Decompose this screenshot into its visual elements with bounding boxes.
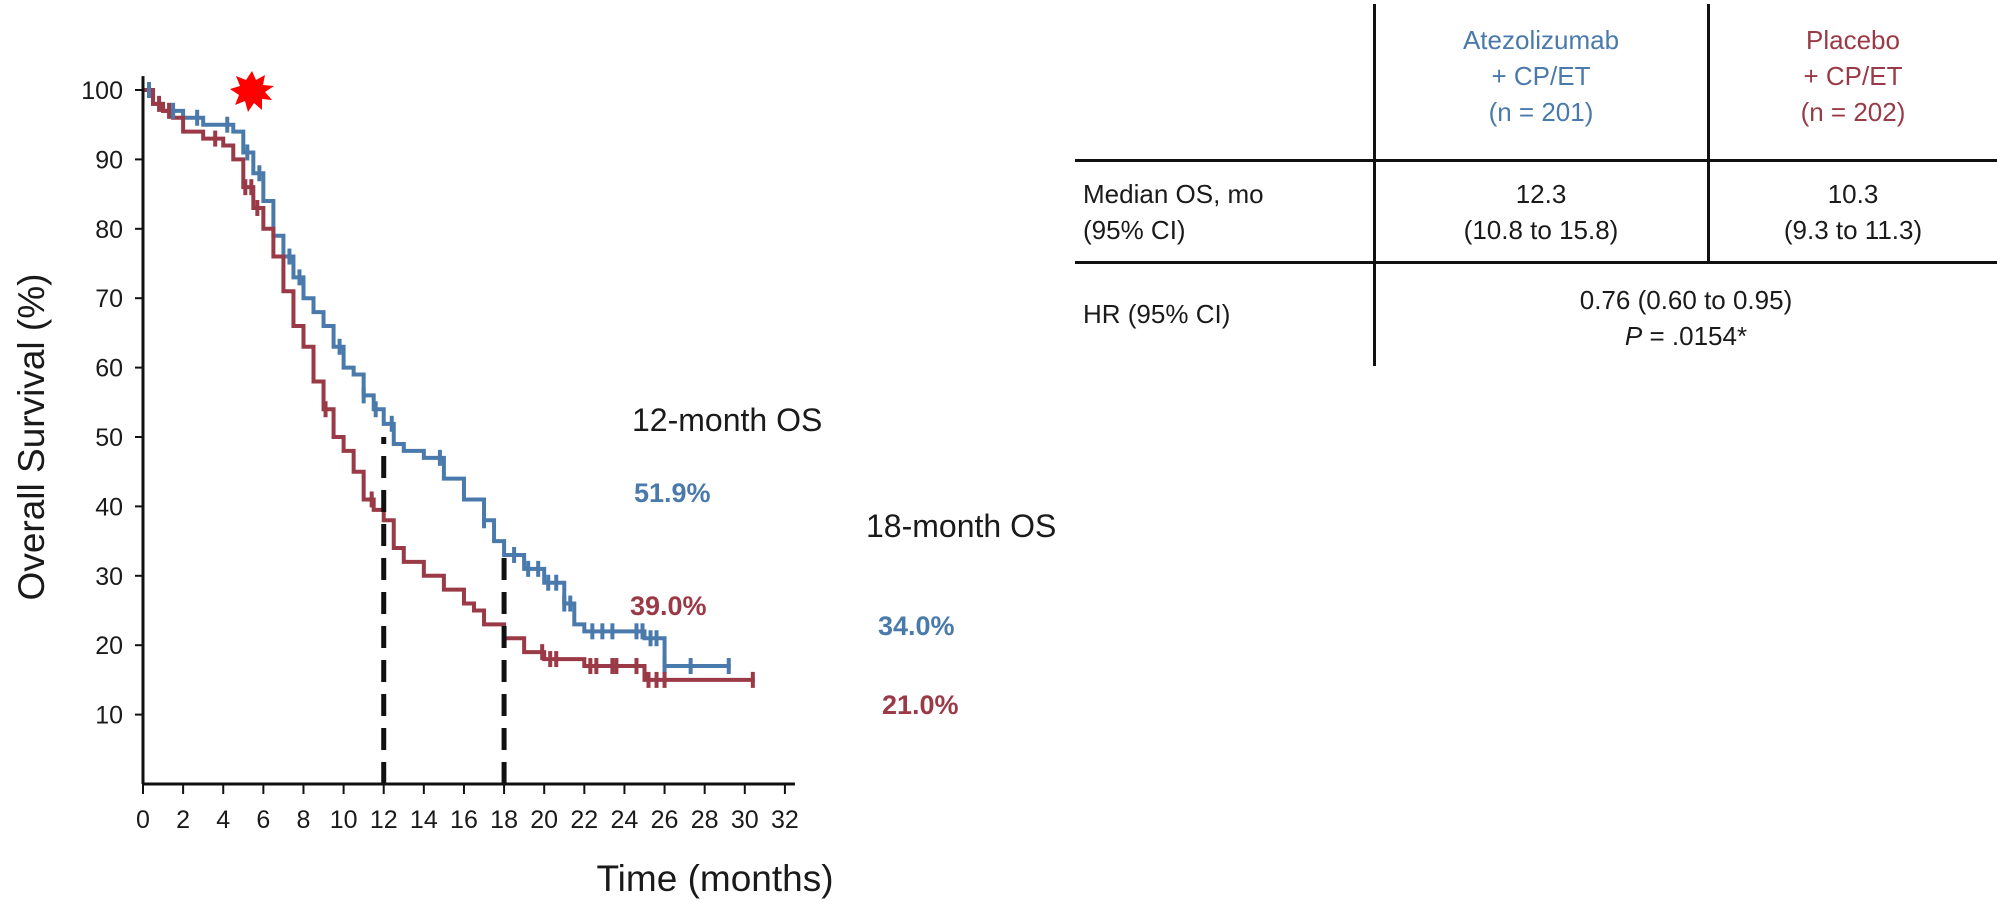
axes: 0 2 4 6 8 10 12 14 16 18 20 22 24 26 28 30 3210203040506… bbox=[81, 76, 799, 834]
x-tick-label: 12 bbox=[370, 806, 398, 834]
x-tick-label: 10 bbox=[330, 806, 358, 834]
y-tick-label: 20 bbox=[95, 632, 123, 660]
x-tick-label: 8 bbox=[297, 806, 311, 834]
table-divider-v1 bbox=[1373, 4, 1376, 366]
x-tick-label: 32 bbox=[771, 806, 799, 834]
annotations: 12-month OS 18-month OS 51.9% 39.0% 34.0… bbox=[11, 71, 1056, 899]
x-tick-label: 18 bbox=[490, 806, 518, 834]
y-tick-label: 80 bbox=[95, 216, 123, 244]
os12-atezo-value: 51.9% bbox=[634, 478, 711, 508]
y-tick-label: 100 bbox=[81, 77, 123, 105]
y-tick-label: 90 bbox=[95, 146, 123, 174]
x-tick-label: 0 bbox=[136, 806, 150, 834]
row-hr-label: HR (95% CI) bbox=[1083, 299, 1231, 329]
row-median-os-label: Median OS, mo (95% CI) bbox=[1083, 179, 1264, 245]
series-line-placebo bbox=[143, 88, 755, 682]
x-tick-label: 30 bbox=[731, 806, 759, 834]
os12-placebo-value: 39.0% bbox=[630, 591, 707, 621]
red-starburst-icon bbox=[230, 71, 274, 112]
x-tick-label: 20 bbox=[530, 806, 558, 834]
y-tick-label: 40 bbox=[95, 493, 123, 521]
p-value: P = .0154* bbox=[1624, 321, 1748, 351]
x-tick-label: 22 bbox=[570, 806, 598, 834]
x-tick-label: 26 bbox=[651, 806, 679, 834]
header-atezolizumab: Atezolizumab + CP/ET (n = 201) bbox=[1462, 25, 1620, 127]
x-tick-label: 6 bbox=[256, 806, 270, 834]
y-axis-title: Overall Survival (%) bbox=[11, 274, 52, 601]
row-median-os-atezo: 12.3 (10.8 to 15.8) bbox=[1463, 179, 1619, 245]
y-tick-label: 10 bbox=[95, 702, 123, 730]
os18-label: 18-month OS bbox=[866, 508, 1056, 544]
y-tick-label: 30 bbox=[95, 563, 123, 591]
row-hr-value: 0.76 (0.60 to 0.95) P = .0154* bbox=[1375, 282, 1997, 354]
plot-area bbox=[143, 82, 755, 688]
table-divider-v2 bbox=[1707, 4, 1710, 263]
x-tick-label: 2 bbox=[176, 806, 190, 834]
y-tick-label: 70 bbox=[95, 285, 123, 313]
stats-table: Atezolizumab + CP/ET (n = 201) Placebo +… bbox=[1075, 0, 1997, 370]
table-divider-h1 bbox=[1075, 159, 1997, 162]
series-line-atezolizumab bbox=[143, 88, 731, 669]
os12-label: 12-month OS bbox=[632, 402, 822, 438]
x-tick-label: 16 bbox=[450, 806, 478, 834]
x-tick-label: 4 bbox=[216, 806, 230, 834]
os18-placebo-value: 21.0% bbox=[882, 690, 959, 720]
x-tick-label: 14 bbox=[410, 806, 438, 834]
table-divider-h2 bbox=[1075, 261, 1997, 264]
os18-atezo-value: 34.0% bbox=[878, 611, 955, 641]
x-axis-title: Time (months) bbox=[596, 858, 833, 899]
y-tick-label: 60 bbox=[95, 355, 123, 383]
y-tick-label: 50 bbox=[95, 424, 123, 452]
x-tick-label: 24 bbox=[611, 806, 639, 834]
row-median-os-placebo: 10.3 (9.3 to 11.3) bbox=[1783, 179, 1923, 245]
header-placebo: Placebo + CP/ET (n = 202) bbox=[1800, 25, 1906, 127]
x-tick-label: 28 bbox=[691, 806, 719, 834]
